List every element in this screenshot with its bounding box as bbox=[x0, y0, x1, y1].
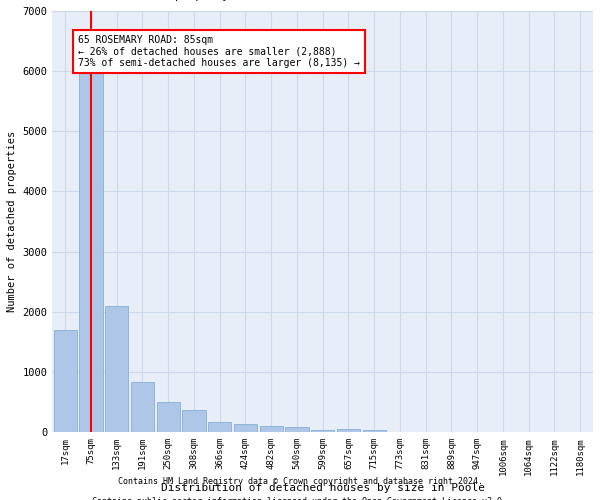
Bar bbox=[105, 306, 128, 432]
Bar bbox=[286, 428, 308, 432]
X-axis label: Distribution of detached houses by size in Poole: Distribution of detached houses by size … bbox=[161, 483, 485, 493]
Y-axis label: Number of detached properties: Number of detached properties bbox=[7, 131, 17, 312]
Text: Contains HM Land Registry data © Crown copyright and database right 2024.: Contains HM Land Registry data © Crown c… bbox=[118, 477, 482, 486]
Text: 65 ROSEMARY ROAD: 85sqm
← 26% of detached houses are smaller (2,888)
73% of semi: 65 ROSEMARY ROAD: 85sqm ← 26% of detache… bbox=[78, 35, 360, 68]
Text: Size of property relative to detached houses in Poole: Size of property relative to detached ho… bbox=[121, 0, 479, 1]
Bar bbox=[260, 426, 283, 432]
Text: Contains public sector information licensed under the Open Government Licence v3: Contains public sector information licen… bbox=[92, 497, 508, 500]
Bar bbox=[53, 330, 77, 432]
Bar bbox=[362, 430, 386, 432]
Bar bbox=[182, 410, 206, 432]
Bar bbox=[131, 382, 154, 432]
Bar bbox=[337, 429, 360, 432]
Bar bbox=[208, 422, 232, 432]
Bar bbox=[79, 68, 103, 432]
Bar bbox=[234, 424, 257, 432]
Bar bbox=[311, 430, 334, 432]
Bar bbox=[157, 402, 180, 432]
